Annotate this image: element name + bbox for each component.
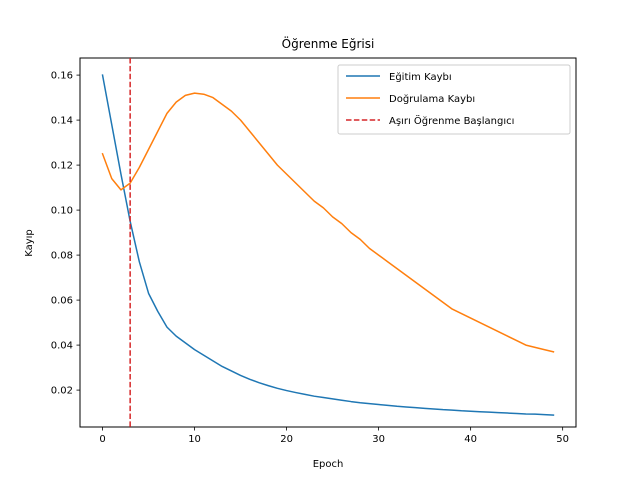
legend-label-overfit: Aşırı Öğrenme Başlangıcı: [389, 114, 514, 127]
series-layer: [101, 58, 555, 427]
x-axis-label: Epoch: [313, 459, 344, 470]
y-tick-label: 0.16: [51, 71, 73, 82]
x-tick-label: 50: [556, 434, 569, 445]
legend: Eğitim Kaybı Doğrulama Kaybı Aşırı Öğren…: [337, 64, 571, 135]
plot-frame: [79, 57, 577, 428]
y-tick-label: 0.04: [51, 341, 73, 352]
x-tick-label: 20: [280, 434, 293, 445]
y-tick-label: 0.06: [51, 296, 73, 307]
plot-area: [79, 57, 577, 428]
x-axis-ticks: 0 10 20 30 40 50: [99, 427, 569, 445]
y-tick-label: 0.14: [51, 116, 73, 127]
x-tick-label: 10: [188, 434, 201, 445]
x-tick-label: 40: [464, 434, 477, 445]
legend-label-validation: Doğrulama Kaybı: [389, 93, 475, 105]
y-tick-label: 0.12: [51, 161, 73, 172]
y-tick-label: 0.02: [51, 386, 73, 397]
y-tick-label: 0.08: [51, 251, 73, 262]
series-line-train: [101, 74, 555, 416]
y-axis-label: Kayıp: [24, 229, 35, 257]
y-tick-label: 0.10: [51, 206, 73, 217]
series-line-validation: [101, 92, 555, 353]
legend-label-train: Eğitim Kaybı: [389, 71, 452, 83]
legend-box: [337, 64, 571, 135]
y-axis-ticks: 0.02 0.04 0.06 0.08 0.10 0.12 0.14 0.16: [51, 71, 80, 397]
x-tick-label: 0: [99, 434, 105, 445]
x-tick-label: 30: [372, 434, 385, 445]
chart-title: Öğrenme Eğrisi: [282, 35, 375, 51]
